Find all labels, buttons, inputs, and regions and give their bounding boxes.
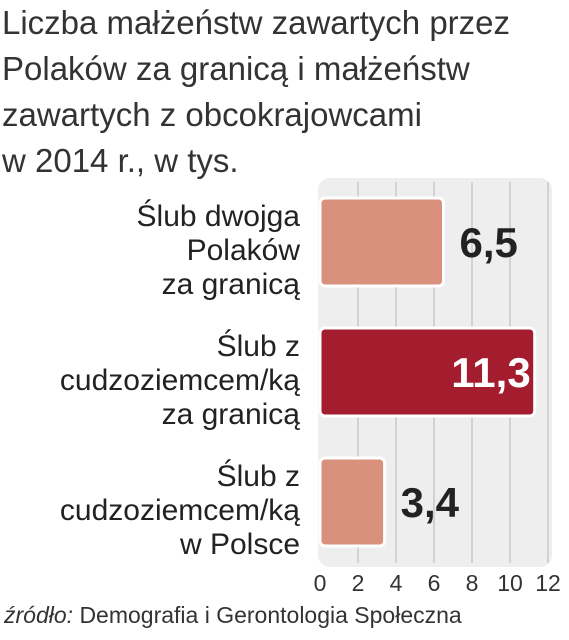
category-label: za granicą (162, 398, 301, 431)
title-line: zawartych z obcokrajowcami (2, 96, 422, 133)
source-text: Demografia i Gerontologia Społeczna (79, 602, 462, 628)
x-tick-label: 6 (428, 570, 441, 596)
source-prefix: źródło: (4, 602, 80, 628)
value-label: 6,5 (460, 219, 518, 266)
x-tick-label: 10 (497, 570, 523, 596)
title-line: Liczba małżeństw zawartych przez (2, 4, 511, 41)
category-label: w Polsce (179, 528, 300, 561)
x-tick-label: 12 (535, 570, 561, 596)
chart-title: Liczba małżeństw zawartych przez Polaków… (2, 0, 562, 184)
title-line: Polaków za granicą i małżeństw (2, 50, 470, 87)
category-label: Ślub z (217, 329, 300, 363)
x-tick-label: 4 (390, 570, 403, 596)
value-label: 11,3 (451, 349, 530, 396)
x-tick-label: 2 (352, 570, 365, 596)
category-label: Ślub dwojga (137, 199, 301, 233)
source-note: źródło: Demografia i Gerontologia Społec… (4, 600, 462, 630)
bar (318, 456, 387, 548)
title-line: w 2014 r., w tys. (2, 142, 239, 179)
bar (318, 326, 537, 418)
category-label: Ślub z (217, 459, 300, 493)
x-tick-label: 0 (314, 570, 327, 596)
value-label: 3,4 (401, 479, 460, 526)
bar (318, 196, 445, 288)
x-tick-label: 8 (466, 570, 479, 596)
category-label: za granicą (162, 268, 301, 301)
category-label: cudzoziemcem/ką (60, 494, 300, 527)
category-label: cudzoziemcem/ką (60, 364, 300, 397)
category-label: Polaków (187, 234, 301, 267)
